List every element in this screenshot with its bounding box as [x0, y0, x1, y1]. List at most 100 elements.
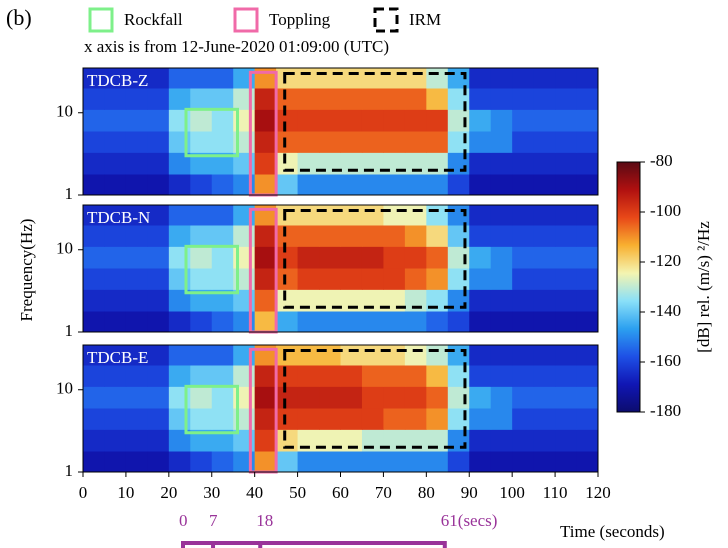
heatmap-cell [190, 451, 213, 473]
event-box [184, 107, 239, 158]
heatmap-cell [147, 364, 170, 387]
x-tick-label: 20 [160, 483, 177, 502]
heatmap-cell [447, 311, 470, 333]
heatmap-cell [125, 130, 148, 153]
heatmap-cell [83, 429, 105, 452]
heatmap-cell [104, 407, 127, 430]
panel-title: TDCB-N [87, 208, 150, 227]
heatmap-cell [533, 174, 556, 196]
heatmap-cell [125, 87, 148, 110]
heatmap-cell [125, 429, 148, 452]
heatmap-cell [490, 152, 513, 175]
heatmap-cell [254, 364, 277, 387]
event-box [184, 384, 239, 435]
heatmap-cell [211, 87, 234, 110]
heatmap-cell [512, 174, 535, 196]
heatmap-cell [426, 311, 449, 333]
heatmap-cell [276, 109, 299, 132]
heatmap-cell [533, 364, 556, 387]
heatmap-cell [404, 246, 427, 269]
heatmap-cell [404, 130, 427, 153]
heatmap-cell [404, 205, 427, 226]
heatmap-cell [297, 311, 320, 333]
heatmap-cell [383, 205, 406, 226]
heatmap-cell [254, 289, 277, 312]
legend-label: IRM [409, 10, 441, 29]
heatmap-cell [147, 152, 170, 175]
x-tick-label: 100 [499, 483, 525, 502]
heatmap-cell [512, 289, 535, 312]
heatmap-cell [168, 364, 191, 387]
heatmap-cell [104, 267, 127, 290]
heatmap-cell [512, 68, 535, 89]
heatmap-cell [469, 152, 492, 175]
heatmap-cell [190, 407, 213, 430]
heatmap-cell [361, 68, 384, 89]
heatmap-cell [555, 87, 578, 110]
timeline-label: 61(secs) [441, 511, 498, 530]
panel-title: TDCB-Z [87, 71, 148, 90]
heatmap-cell [211, 205, 234, 226]
heatmap-cell [361, 345, 384, 366]
heatmap-cell [319, 87, 341, 110]
heatmap-cell [340, 205, 363, 226]
heatmap-cell [426, 267, 449, 290]
heatmap-cell [125, 289, 148, 312]
heatmap-cell [104, 429, 127, 452]
heatmap-cell [404, 451, 427, 473]
heatmap-cell [190, 130, 213, 153]
heatmap-cell [211, 451, 234, 473]
heatmap-cell [340, 364, 363, 387]
heatmap-cell [426, 246, 449, 269]
heatmap-cell [426, 205, 449, 226]
heatmap-cell [319, 130, 341, 153]
heatmap-cell [404, 174, 427, 196]
heatmap-cell [512, 130, 535, 153]
heatmap-cell [147, 429, 170, 452]
heatmap-cell [576, 386, 599, 409]
heatmap-cell [383, 87, 406, 110]
heatmap-cell [576, 289, 599, 312]
heatmap-cell [512, 246, 535, 269]
heatmap-cell [319, 386, 341, 409]
colorbar-tick-label: -180 [650, 401, 681, 420]
heatmap-cell [340, 311, 363, 333]
heatmap-cell [512, 451, 535, 473]
heatmap-cell [104, 224, 127, 247]
heatmap-cell [361, 205, 384, 226]
heatmap-cell [168, 87, 191, 110]
heatmap-cell [469, 289, 492, 312]
heatmap-cell [576, 205, 599, 226]
heatmap-cell [426, 130, 449, 153]
heatmap-cell [297, 267, 320, 290]
panel-frame [82, 204, 599, 333]
timeline-label: 0 [179, 511, 188, 530]
heatmap-cell [276, 451, 299, 473]
heatmap-cell [319, 311, 341, 333]
heatmap-cell [533, 109, 556, 132]
heatmap-cell [276, 364, 299, 387]
heatmap-cell [147, 224, 170, 247]
heatmap-cell [383, 407, 406, 430]
heatmap-cell [254, 386, 277, 409]
heatmap-cell [211, 174, 234, 196]
heatmap-cell [168, 174, 191, 196]
heatmap-cell [533, 407, 556, 430]
heatmap-cell [125, 407, 148, 430]
heatmap-cell [168, 429, 191, 452]
colorbar-label: [dB] rel. (m/s) ²/Hz [694, 221, 713, 353]
heatmap-cell [490, 174, 513, 196]
x-tick-label: 0 [79, 483, 88, 502]
heatmap-cell [125, 451, 148, 473]
heatmap-cell [83, 152, 105, 175]
heatmap-cell [276, 87, 299, 110]
heatmap-cell [469, 407, 492, 430]
heatmap-cell [361, 267, 384, 290]
heatmap-cell [297, 345, 320, 366]
heatmap-cell [490, 386, 513, 409]
heatmap-cell [211, 345, 234, 366]
heatmap-cell [297, 130, 320, 153]
heatmap-cell [340, 224, 363, 247]
x-tick-label: 30 [203, 483, 220, 502]
heatmap-cell [469, 174, 492, 196]
